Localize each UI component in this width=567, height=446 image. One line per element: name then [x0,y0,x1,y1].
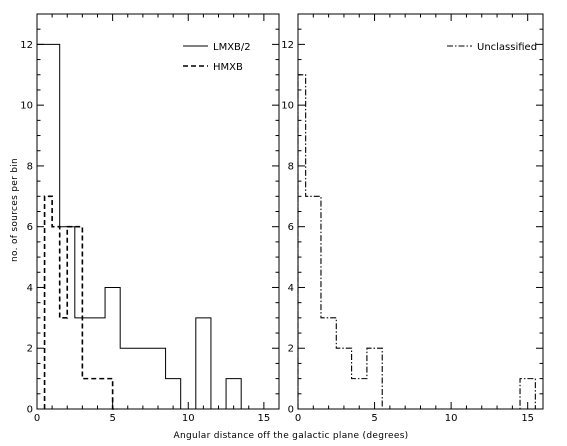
x-tick-label: 10 [445,413,458,424]
y-tick-label: 12 [20,40,33,51]
y-axis-label: no. of sources per bin [10,158,20,262]
legend-label: LMXB/2 [213,42,251,53]
x-tick-label: 0 [34,413,40,424]
histogram-series-unclassified [297,74,543,410]
y-tick-label: 0 [288,405,294,416]
x-tick-label: 15 [521,413,534,424]
y-tick-label: 2 [288,344,294,355]
y-tick-label: 8 [288,161,294,172]
y-tick-label: 6 [288,222,294,233]
y-tick-label: 10 [281,101,294,112]
legend-label: Unclassified [477,42,537,53]
right-panel: 0 5 10 15 0 2 4 6 8 10 12 Unclassified [281,13,544,424]
x-axis-label: Angular distance off the galactic plane … [174,431,409,441]
x-tick-label: 15 [258,413,271,424]
y-tick-label: 8 [27,161,33,172]
y-tick-label: 0 [27,405,33,416]
x-tick-label: 10 [182,413,195,424]
y-tick-label: 4 [27,283,33,294]
histogram-series-hmxb [43,195,118,410]
y-tick-label: 2 [27,344,33,355]
legend-label: HMXB [213,62,243,73]
y-tick-label: 4 [288,283,294,294]
left-panel: 0 5 10 15 0 2 4 6 8 10 12 LMXB/2 HMXB [20,13,280,424]
y-tick-label: 6 [27,222,33,233]
plot-frame [297,13,544,410]
y-tick-label: 10 [20,101,33,112]
x-tick-label: 0 [295,413,301,424]
x-tick-label: 5 [109,413,115,424]
x-tick-label: 5 [371,413,377,424]
plot-frame [36,13,280,410]
y-tick-label: 12 [281,40,294,51]
